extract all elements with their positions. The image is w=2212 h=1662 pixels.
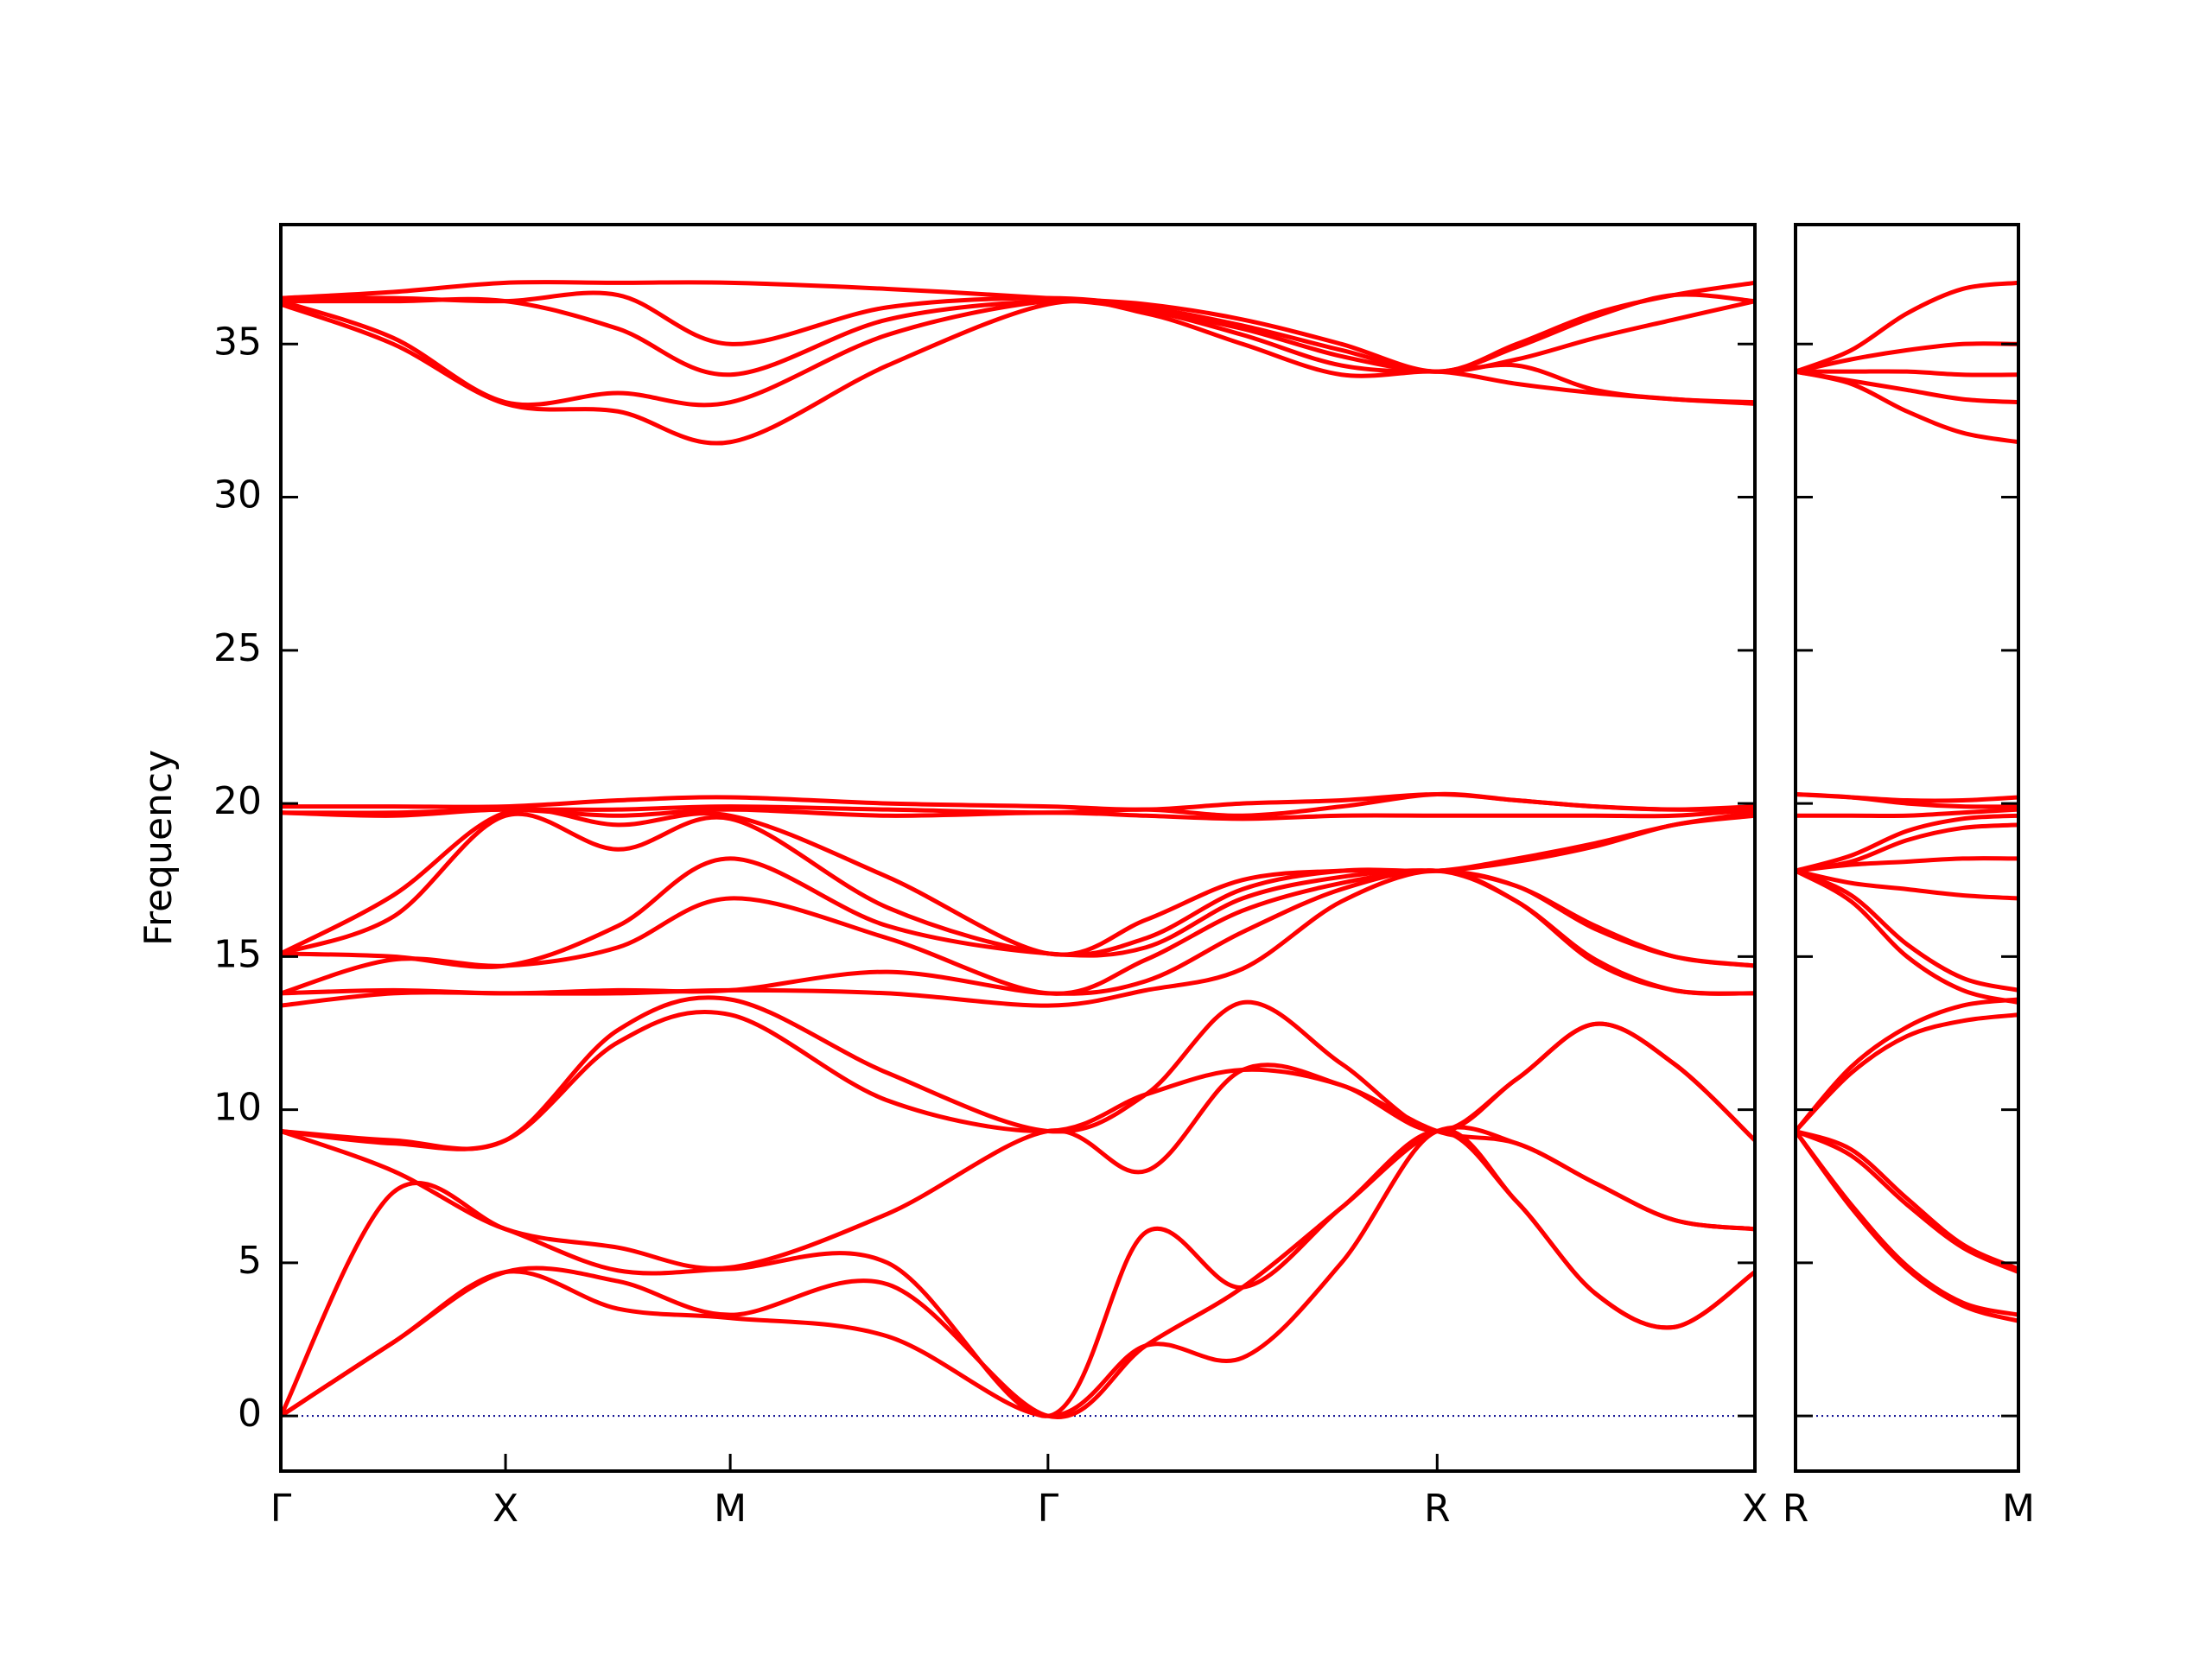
band-line (1796, 1129, 2018, 1323)
band-line (281, 868, 1755, 996)
x-tick-label: X (1742, 1487, 1768, 1531)
band-line (1796, 807, 2018, 819)
band-line (281, 280, 1755, 374)
y-tick-label: 0 (238, 1392, 262, 1436)
x-tick-label: R (1424, 1487, 1451, 1531)
band-line (1796, 341, 2018, 374)
band-line (1796, 1129, 2018, 1317)
band-line (281, 995, 1755, 1151)
y-tick-label: 25 (213, 626, 262, 670)
band-line (1796, 280, 2018, 374)
band-line (1796, 868, 2018, 901)
plot-area (281, 280, 1755, 1420)
band-line (281, 297, 1755, 408)
band-line (1796, 868, 2018, 1005)
band-line (1796, 369, 2018, 445)
band-line (281, 856, 1755, 969)
band-line (1796, 369, 2018, 377)
band-line (1796, 1129, 2018, 1274)
band-line (281, 868, 1755, 996)
y-tick-label: 15 (213, 932, 262, 976)
x-tick-label: R (1783, 1487, 1809, 1531)
y-tick-label: 20 (213, 779, 262, 823)
y-tick-label: 5 (238, 1239, 262, 1283)
band-line (1796, 813, 2018, 873)
plot-frame (279, 223, 1757, 1473)
band-line (281, 791, 1755, 812)
band-line (281, 811, 1755, 957)
y-tick-label: 10 (213, 1086, 262, 1130)
plot-frame (1794, 223, 2020, 1473)
band-line (281, 807, 1755, 957)
band-line (1796, 822, 2018, 873)
plot-area (1796, 280, 2018, 1418)
y-tick-label: 35 (213, 320, 262, 364)
x-tick-label: M (2002, 1487, 2035, 1531)
x-tick-label: X (493, 1487, 518, 1531)
band-line (281, 1128, 1755, 1420)
band-line (1796, 868, 2018, 993)
band-line (281, 1010, 1755, 1151)
y-tick-label: 30 (213, 473, 262, 517)
band-line (1796, 1012, 2018, 1133)
x-tick-label: Γ (270, 1487, 292, 1531)
x-tick-label: M (714, 1487, 747, 1531)
band-line (1796, 369, 2018, 405)
x-tick-label: Γ (1038, 1487, 1059, 1531)
band-line (281, 299, 1755, 446)
band-line (1796, 1129, 2018, 1272)
band-line (1796, 997, 2018, 1133)
band-line (1796, 791, 2018, 803)
y-axis-label: Frequency (137, 750, 181, 946)
band-line (281, 1063, 1755, 1271)
